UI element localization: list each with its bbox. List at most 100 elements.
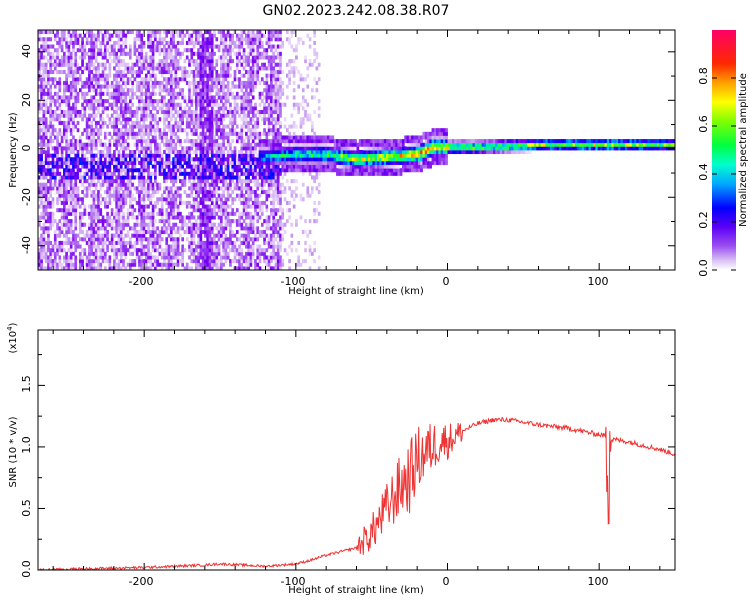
spectrogram-cell — [274, 197, 278, 202]
spectrogram-cell — [208, 164, 212, 169]
spectrogram-cell — [58, 80, 62, 85]
spectrogram-cell — [67, 59, 71, 64]
spectrogram-cell — [201, 230, 205, 235]
spectrogram-cell — [119, 215, 123, 220]
spectrogram-cell — [231, 110, 235, 115]
spectrogram-cell — [213, 168, 216, 173]
spectrogram-cell — [167, 190, 171, 195]
spectrogram-cell — [135, 124, 139, 129]
spectrogram-cell — [124, 240, 128, 245]
spectrogram-cell — [206, 48, 210, 53]
spectrogram-cell — [270, 55, 273, 60]
spectrogram-cell — [256, 77, 260, 82]
spectrogram-cell — [169, 179, 173, 184]
spectrogram-cell — [247, 95, 250, 100]
spectrogram-cell — [133, 135, 137, 140]
spectrogram-cell — [90, 40, 93, 45]
spectrogram-cell — [176, 193, 180, 198]
spectrogram-cell — [53, 237, 57, 242]
spectrogram-cell — [265, 175, 269, 180]
spectrogram-cell — [226, 190, 230, 195]
spectrogram-cell — [179, 153, 182, 158]
spectrogram-cell — [265, 190, 269, 195]
spectrogram-cell — [51, 251, 55, 256]
spectrogram-cell — [210, 259, 214, 264]
spectrogram-cell — [245, 62, 248, 67]
spectrogram-cell — [210, 211, 214, 216]
spectrogram-cell — [215, 244, 219, 249]
spectrogram-cell — [254, 193, 257, 198]
spectrogram-cell — [192, 30, 196, 35]
spectrogram-cell — [270, 59, 273, 64]
spectrogram-cell — [249, 135, 253, 140]
spectrogram-cell — [274, 55, 278, 60]
spectrogram-cell — [267, 168, 271, 173]
spectrogram-cell — [47, 30, 50, 35]
spectrogram-cell — [88, 244, 91, 249]
spectrogram-cell — [115, 248, 119, 253]
spectrogram-cell — [126, 240, 130, 245]
spectrogram-cell — [103, 106, 107, 111]
spectrogram-cell — [213, 99, 216, 104]
spectrogram-cell — [231, 219, 235, 224]
spectrogram-cell — [78, 44, 82, 49]
spectrogram-cell — [47, 186, 50, 191]
spectrogram-cell — [135, 135, 139, 140]
spectrogram-cell — [56, 251, 59, 256]
spectrogram-cell — [204, 117, 207, 122]
spectrogram-cell — [276, 160, 280, 165]
spectrogram-cell — [53, 113, 57, 118]
spectrogram-cell — [158, 131, 162, 136]
spectrogram-cell — [72, 146, 75, 151]
spectrogram-cell — [88, 70, 91, 75]
spectrogram-cell — [201, 157, 205, 162]
spectrogram-cell — [176, 215, 180, 220]
spectrogram-cell — [206, 230, 210, 235]
spectrogram-cell — [51, 168, 55, 173]
spectrogram-cell — [272, 175, 275, 180]
spectrogram-cell — [44, 135, 48, 140]
spectrogram-cell — [81, 117, 84, 122]
spectrogram-cell — [208, 208, 212, 213]
spectrogram-cell — [174, 168, 178, 173]
spectrogram-cell — [222, 33, 225, 38]
spectrogram-cell — [126, 77, 130, 82]
spectrogram-cell — [60, 244, 64, 249]
spectrogram-cell — [42, 128, 46, 133]
spectrogram-cell — [245, 230, 248, 235]
spectrogram-cell — [201, 113, 205, 118]
spectrogram-cell — [99, 117, 103, 122]
spectrogram-cell — [142, 226, 146, 231]
spectrogram-cell — [201, 44, 205, 49]
spectrogram-cell — [133, 240, 137, 245]
spectrogram-cell — [201, 190, 205, 195]
spectrogram-cell — [97, 237, 100, 242]
spectrogram-cell — [188, 200, 191, 205]
spectrogram-cell — [215, 110, 219, 115]
spectrogram-cell — [67, 44, 71, 49]
spectrogram-cell — [172, 200, 175, 205]
spectrogram-cell — [69, 84, 73, 89]
spectrogram-cell — [63, 208, 66, 213]
spectrogram-cell — [147, 55, 150, 60]
spectrogram-cell — [44, 142, 48, 147]
spectrogram-cell — [176, 66, 180, 71]
spectrogram-cell — [215, 233, 219, 238]
spectrogram-cell — [88, 251, 91, 256]
spectrogram-cell — [88, 30, 91, 35]
spectrogram-cell — [124, 44, 128, 49]
spectrogram-cell — [113, 233, 116, 238]
spectrogram-cell — [172, 150, 175, 155]
spectrogram-cell — [158, 160, 162, 165]
spectrogram-cell — [151, 211, 155, 216]
spectrogram-cell — [245, 251, 248, 256]
spectrogram-cell — [60, 135, 64, 140]
spectrogram-cell — [81, 215, 84, 220]
spectrogram-cell — [135, 48, 139, 53]
spectrogram-cell — [206, 179, 210, 184]
spectrogram-cell — [126, 222, 130, 227]
spectrogram-cell — [229, 150, 232, 155]
spectrogram-cell — [167, 91, 171, 96]
spectrogram-cell — [149, 193, 153, 198]
spectrogram-cell — [260, 117, 264, 122]
